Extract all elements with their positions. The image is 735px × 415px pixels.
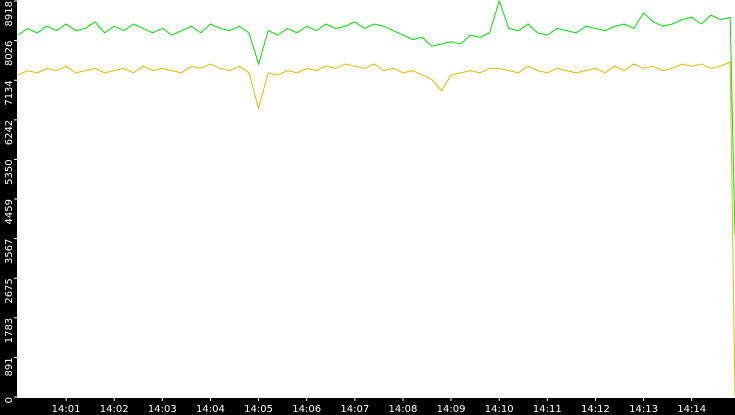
x-tick-label: 14:03 bbox=[148, 404, 177, 415]
y-tick-label: 2675 bbox=[4, 278, 15, 303]
series-line bbox=[17, 0, 735, 235]
x-tick-label: 14:06 bbox=[292, 404, 321, 415]
x-tick-label: 14:07 bbox=[340, 404, 369, 415]
x-tick-label: 14:04 bbox=[196, 404, 225, 415]
x-tick-label: 14:10 bbox=[485, 404, 514, 415]
x-tick-label: 14:01 bbox=[52, 404, 81, 415]
x-tick-label: 14:11 bbox=[533, 404, 562, 415]
y-tick-label: 3567 bbox=[4, 239, 15, 264]
x-axis-strip bbox=[0, 398, 735, 415]
y-tick-label: 6242 bbox=[4, 120, 15, 145]
y-tick-label: 8918 bbox=[4, 1, 15, 26]
y-tick-label: 0 bbox=[4, 397, 15, 403]
y-tick-label: 8026 bbox=[4, 41, 15, 66]
y-tick-label: 5350 bbox=[4, 159, 15, 184]
y-tick-label: 7134 bbox=[4, 80, 15, 105]
x-tick-label: 14:08 bbox=[389, 404, 418, 415]
x-tick-label: 14:14 bbox=[677, 404, 706, 415]
y-tick-label: 1783 bbox=[4, 318, 15, 343]
x-tick-label: 14:02 bbox=[100, 404, 129, 415]
y-tick-label: 891 bbox=[4, 357, 15, 376]
series-line bbox=[17, 60, 735, 398]
y-axis-strip bbox=[0, 0, 17, 415]
x-tick-label: 14:05 bbox=[244, 404, 273, 415]
x-tick-label: 14:12 bbox=[581, 404, 610, 415]
y-tick-label: 4459 bbox=[4, 199, 15, 224]
x-tick-label: 14:13 bbox=[629, 404, 658, 415]
x-tick-label: 14:09 bbox=[437, 404, 466, 415]
